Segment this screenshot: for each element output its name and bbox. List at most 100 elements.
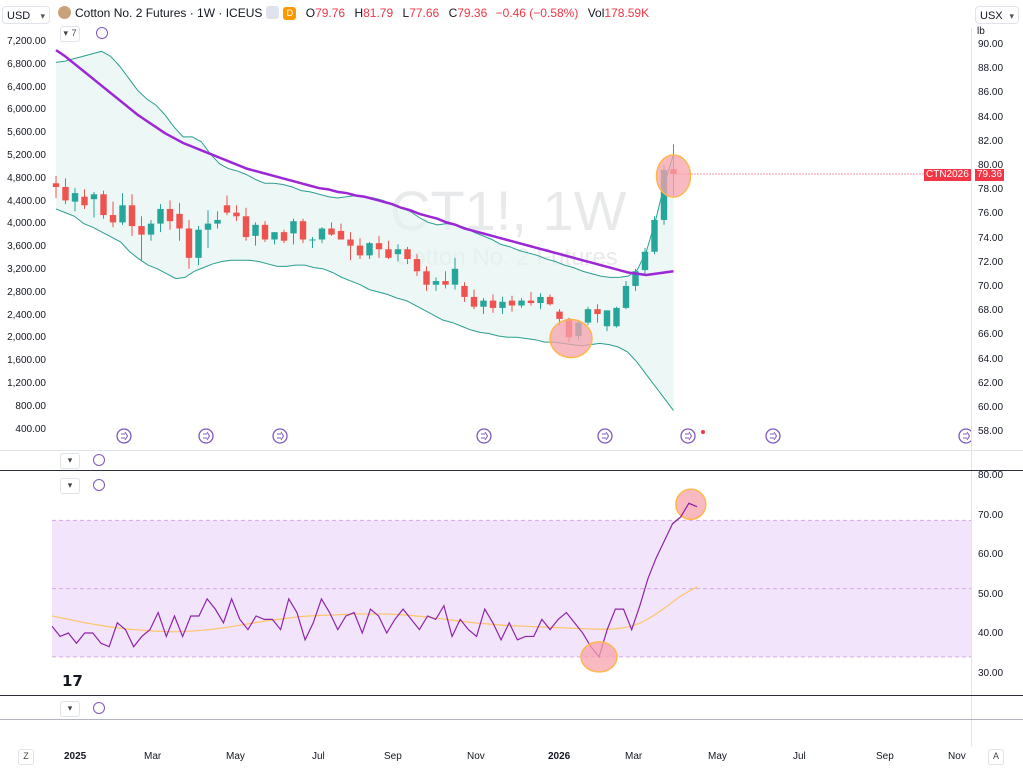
- candle[interactable]: [632, 271, 639, 286]
- pane-separator[interactable]: [0, 470, 1023, 471]
- candle[interactable]: [337, 230, 345, 240]
- candle[interactable]: [423, 271, 430, 285]
- candle[interactable]: [185, 228, 193, 258]
- candle[interactable]: [166, 208, 174, 222]
- unit-label[interactable]: lb: [977, 26, 985, 37]
- candle[interactable]: [271, 232, 278, 240]
- symbol-title[interactable]: Cotton No. 2 Futures · 1W · ICEUS: [75, 6, 263, 20]
- candle[interactable]: [413, 259, 421, 272]
- currency-selector-right[interactable]: USX ▾: [975, 6, 1019, 24]
- right-price-axis[interactable]: 90.00 88.00 86.00 84.00 82.00 80.00 78.00 76.00…: [975, 0, 1023, 450]
- candle[interactable]: [537, 296, 544, 304]
- candle[interactable]: [261, 224, 269, 240]
- candle[interactable]: [651, 219, 658, 252]
- candle[interactable]: [613, 307, 620, 327]
- event-marker-icon[interactable]: [116, 428, 132, 444]
- candle[interactable]: [280, 232, 288, 241]
- candle[interactable]: [480, 300, 487, 307]
- candle[interactable]: [233, 212, 240, 217]
- candle[interactable]: [527, 300, 535, 304]
- time-axis[interactable]: Z A 2025 Mar May Jul Sep Nov 2026 Mar May Jul Sep N…: [0, 746, 1023, 768]
- candle[interactable]: [290, 221, 297, 234]
- cycle-icon[interactable]: [93, 454, 105, 466]
- candle[interactable]: [347, 239, 354, 246]
- cycle-icon[interactable]: [96, 27, 108, 39]
- candle[interactable]: [461, 285, 468, 297]
- candle[interactable]: [318, 228, 326, 240]
- candle[interactable]: [508, 300, 516, 306]
- rsi-axis[interactable]: 80.00 70.00 60.00 50.00 40.00 30.00: [975, 470, 1023, 695]
- event-marker-icon[interactable]: [765, 428, 781, 444]
- candle[interactable]: [489, 300, 497, 308]
- candle[interactable]: [309, 239, 316, 241]
- collapse-pane-button[interactable]: ▾: [60, 701, 80, 717]
- candle[interactable]: [546, 296, 554, 305]
- cycle-icon[interactable]: [93, 702, 105, 714]
- event-marker-icon[interactable]: [958, 428, 971, 444]
- candle[interactable]: [366, 243, 373, 256]
- candle[interactable]: [81, 196, 88, 206]
- candle[interactable]: [176, 213, 183, 229]
- event-marker-icon[interactable]: [597, 428, 613, 444]
- price-chart[interactable]: [0, 0, 971, 450]
- candle[interactable]: [90, 194, 98, 200]
- candle[interactable]: [470, 296, 478, 307]
- open-label: O: [305, 6, 316, 20]
- candle[interactable]: [299, 221, 307, 240]
- candle[interactable]: [214, 219, 221, 224]
- candle[interactable]: [62, 186, 69, 201]
- candle[interactable]: [328, 228, 335, 235]
- candle[interactable]: [252, 224, 259, 236]
- rsi-chart[interactable]: [0, 470, 971, 695]
- candle[interactable]: [375, 243, 383, 250]
- candle[interactable]: [584, 309, 592, 323]
- candle[interactable]: [52, 183, 60, 187]
- candle[interactable]: [556, 311, 563, 319]
- candle[interactable]: [451, 268, 459, 285]
- delayed-badge[interactable]: D: [283, 7, 297, 20]
- candle[interactable]: [100, 194, 107, 216]
- event-marker-icon[interactable]: [198, 428, 214, 444]
- left-price-axis[interactable]: 7,200.00 6,800.00 6,400.00 6,000.00 5,600.00…: [0, 0, 52, 450]
- candle[interactable]: [660, 169, 668, 220]
- candle[interactable]: [195, 229, 202, 258]
- zoom-reset-button[interactable]: Z: [18, 749, 34, 765]
- tradingview-logo-icon[interactable]: 𝟭𝟳: [62, 673, 83, 690]
- candle[interactable]: [147, 223, 155, 235]
- event-marker-icon[interactable]: [680, 428, 696, 444]
- candle[interactable]: [641, 251, 649, 271]
- candle[interactable]: [404, 249, 411, 260]
- event-marker-icon[interactable]: [272, 428, 288, 444]
- pane-separator[interactable]: [0, 695, 1023, 696]
- candle[interactable]: [385, 249, 392, 258]
- left-axis-tick: 4,800.00: [7, 172, 46, 184]
- candle[interactable]: [204, 223, 212, 230]
- candle[interactable]: [518, 300, 525, 306]
- candle[interactable]: [128, 205, 136, 227]
- candle[interactable]: [71, 193, 79, 202]
- candle[interactable]: [442, 281, 449, 285]
- candle[interactable]: [119, 205, 126, 223]
- candle[interactable]: [157, 208, 164, 224]
- candle[interactable]: [394, 249, 402, 255]
- candle[interactable]: [223, 205, 231, 213]
- event-marker-icon[interactable]: [476, 428, 492, 444]
- candle[interactable]: [432, 281, 440, 285]
- candle[interactable]: [109, 215, 117, 223]
- collapse-pane-button[interactable]: ▾: [60, 453, 80, 469]
- collapse-legend-button[interactable]: ▾ 7: [60, 26, 80, 42]
- cycle-icon[interactable]: [93, 479, 105, 491]
- candle[interactable]: [242, 216, 250, 238]
- auto-scale-button[interactable]: A: [988, 749, 1004, 765]
- candle[interactable]: [356, 245, 364, 256]
- right-axis-tick: 80.00: [978, 160, 1004, 171]
- candle[interactable]: [594, 309, 601, 315]
- currency-selector-left[interactable]: USD ▾: [2, 6, 50, 24]
- candle[interactable]: [603, 310, 611, 327]
- candle[interactable]: [499, 301, 506, 308]
- right-axis-tick: 60.00: [978, 402, 1004, 413]
- collapse-rsi-button[interactable]: ▾: [60, 478, 80, 494]
- candle[interactable]: [622, 285, 630, 308]
- candle[interactable]: [138, 226, 145, 235]
- rsi-axis-tick: 80.00: [978, 470, 1004, 481]
